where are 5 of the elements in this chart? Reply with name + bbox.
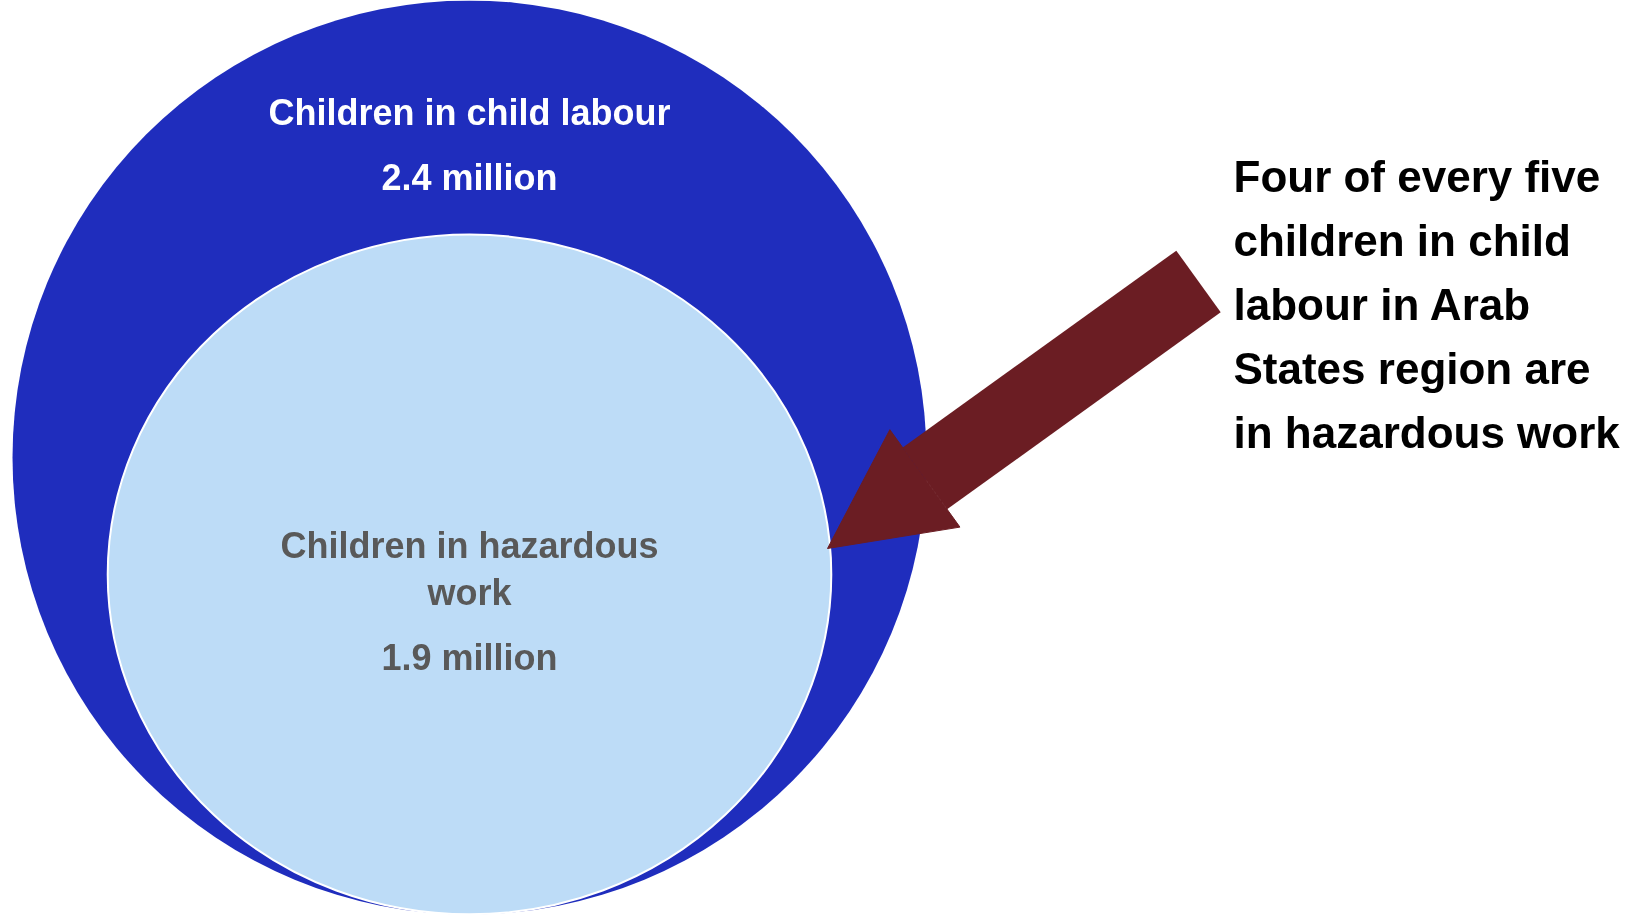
category-label: Children in hazardous work (280, 525, 659, 614)
category-label: Children in child labour (268, 92, 671, 134)
data-label: 1.9 million (381, 637, 558, 679)
data-label: 2.4 million (381, 157, 558, 199)
text: Four of every five children in child labour in Arab States region are in hazardous work (1233, 152, 1621, 457)
